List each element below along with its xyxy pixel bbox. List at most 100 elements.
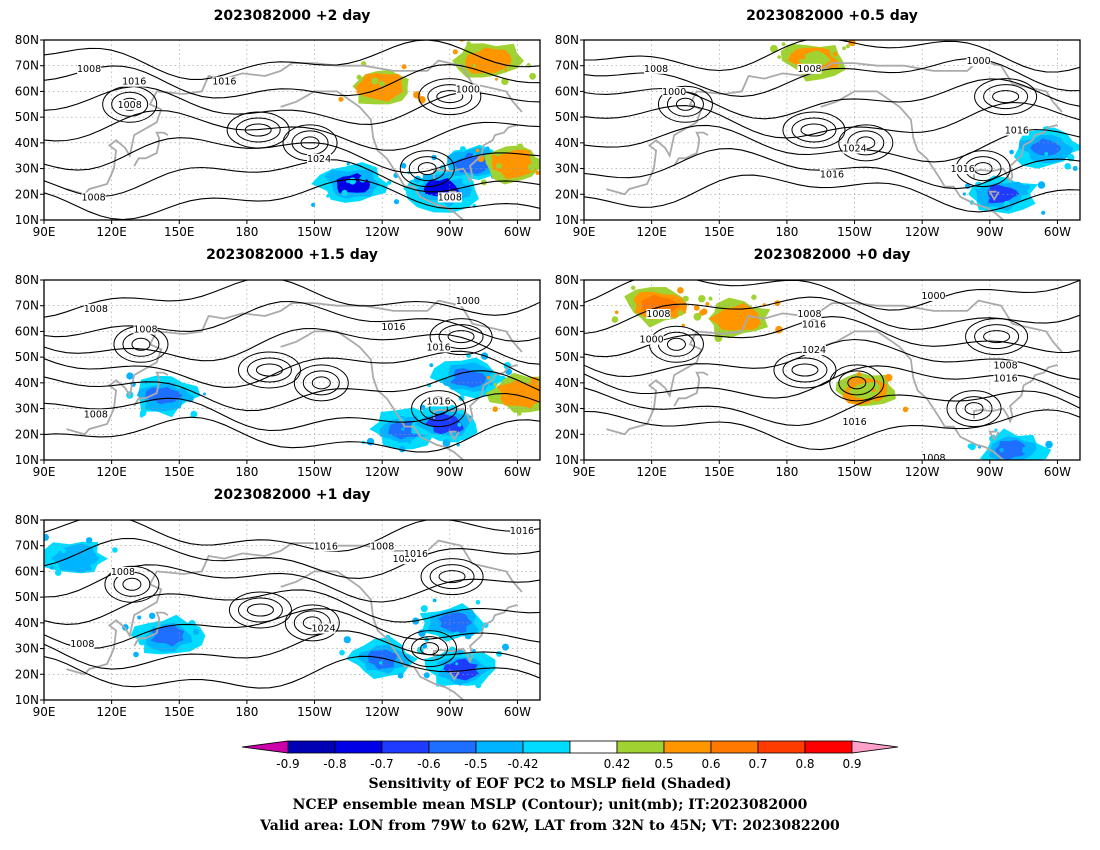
shaded-speckle — [1030, 152, 1037, 159]
contour-label: 1024 — [307, 154, 331, 165]
isobar-closed — [447, 330, 475, 344]
contour-label: 1008 — [797, 309, 821, 320]
isobar-closed — [992, 90, 1020, 104]
panel-plot-area: 1008 1008 1016 1016 1000 1008 1016 — [44, 280, 552, 460]
shaded-speckle — [326, 194, 330, 198]
shaded-speckle — [842, 46, 846, 51]
shaded-speckle — [442, 377, 451, 386]
y-tick-label: 30N — [15, 642, 39, 656]
y-tick-label: 40N — [555, 376, 579, 390]
shaded-speckle — [494, 77, 498, 81]
x-tick-label: 120E — [636, 465, 667, 479]
shaded-speckle — [491, 154, 497, 160]
shaded-speckle — [535, 392, 540, 399]
isobar-closed — [237, 351, 301, 389]
coastline — [673, 131, 709, 167]
colorbar-swatch — [522, 740, 571, 754]
colorbar-swatch — [616, 740, 665, 754]
isobar-closed — [974, 324, 1020, 350]
shaded-blob — [995, 440, 1030, 460]
coastline — [433, 124, 518, 184]
contour-label-bg — [117, 99, 142, 110]
shaded-speckle — [432, 598, 437, 603]
contour-label: 1016 — [212, 77, 236, 88]
contour-label-bg — [122, 76, 147, 87]
colorbar-label: -0.6 — [417, 757, 440, 771]
shaded-speckle — [875, 386, 880, 392]
isobar-contour — [44, 350, 540, 388]
x-tick-label: 90W — [436, 225, 463, 239]
coastline — [606, 299, 1063, 436]
shaded-speckle — [139, 409, 147, 417]
shaded-speckle — [614, 310, 619, 315]
contour-label-bg — [455, 84, 480, 95]
isobar-closed — [293, 364, 349, 402]
shaded-speckle — [700, 308, 708, 316]
x-tick-label: 120E — [96, 705, 127, 719]
shaded-blob — [367, 649, 399, 670]
panel-title: 2023082000 +1.5 day — [206, 247, 378, 263]
contour-label-bg — [307, 153, 332, 164]
isobar-contour — [44, 300, 540, 342]
contour-label-bg — [1004, 125, 1029, 136]
contour-label: 1008 — [370, 541, 394, 552]
shaded-speckle — [962, 192, 967, 196]
y-tick-label: 70N — [15, 299, 39, 313]
y-tick-label: 10N — [15, 693, 39, 707]
contour-label: 1000 — [640, 335, 664, 346]
caption-line-2: NCEP ensemble mean MSLP (Contour); unit(… — [292, 797, 808, 813]
contour-label-bg — [426, 396, 451, 407]
colorbar-high-extension — [851, 740, 899, 754]
x-tick-label: 150W — [837, 465, 872, 479]
shaded-speckle — [429, 363, 434, 368]
isobar-closed — [418, 78, 482, 116]
shaded-speckle — [502, 643, 509, 651]
shaded-speckle — [1021, 194, 1028, 202]
isobar-contour — [584, 280, 1080, 311]
shaded-blob — [438, 612, 473, 634]
y-tick-label: 60N — [15, 84, 39, 98]
isobar-contour — [44, 327, 540, 365]
contour-label: 1000 — [393, 554, 417, 565]
shaded-speckle — [458, 395, 465, 402]
panel-title: 2023082000 +0.5 day — [746, 8, 918, 24]
plot-frame — [43, 39, 541, 221]
shaded-speckle — [708, 296, 713, 301]
caption-line-1: Sensitivity of EOF PC2 to MSLP field (Sh… — [368, 776, 732, 792]
shaded-speckle — [137, 615, 142, 620]
isobar-closed — [964, 402, 984, 416]
shaded-speckle — [55, 569, 62, 576]
contour-label-bg — [133, 324, 158, 335]
colorbar-label: 0.8 — [795, 757, 814, 771]
contour-label-bg — [426, 342, 451, 353]
contour-label-bg — [842, 143, 867, 154]
colorbar-swatch — [428, 740, 477, 754]
contour-label-bg — [455, 296, 480, 307]
coastline — [280, 330, 464, 460]
shaded-speckle — [422, 643, 428, 649]
shaded-speckle — [365, 164, 370, 169]
shaded-speckle — [526, 63, 531, 67]
x-tick-label: 60W — [1044, 465, 1071, 479]
shaded-speckle — [176, 649, 181, 653]
colorbar-label: -0.5 — [464, 757, 487, 771]
isobar-closed — [829, 364, 885, 402]
contour-label-bg — [662, 87, 687, 97]
isobar-closed — [226, 111, 290, 149]
colorbar-swatch — [569, 740, 618, 754]
shaded-speckle — [1064, 163, 1071, 170]
colorbar-label: 0.6 — [701, 757, 720, 771]
contour-label: 1016 — [994, 373, 1018, 384]
isobar-closed — [228, 591, 292, 629]
isobar-closed — [974, 78, 1038, 116]
colorbar-swatch — [334, 740, 383, 754]
contour-label-bg — [437, 192, 462, 203]
contour-label: 1000 — [921, 291, 945, 302]
isobar-contour — [44, 537, 540, 579]
x-tick-label: 150E — [164, 225, 195, 239]
shaded-speckle — [548, 412, 552, 416]
isobar-closed — [429, 318, 493, 356]
shaded-speckle — [421, 431, 426, 435]
